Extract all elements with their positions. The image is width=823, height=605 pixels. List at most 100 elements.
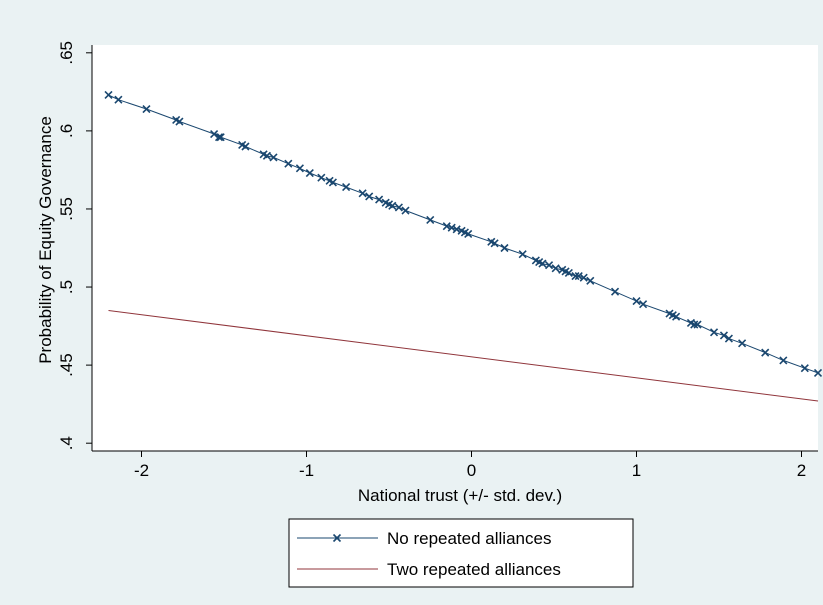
- data-point: [452, 225, 461, 234]
- data-point-stroke: [719, 331, 729, 340]
- data-point-stroke: [724, 334, 733, 343]
- data-point-stroke: [813, 368, 823, 377]
- data-point-stroke: [639, 300, 648, 309]
- data-point-stroke: [464, 229, 473, 239]
- data-point-stroke: [538, 259, 547, 268]
- data-point-stroke: [487, 237, 496, 246]
- data-point: [388, 201, 397, 210]
- data-point: [538, 259, 547, 268]
- data-point: [490, 239, 499, 248]
- data-point-stroke: [779, 356, 788, 365]
- data-point-stroke: [535, 257, 544, 267]
- data-point-stroke: [175, 117, 184, 126]
- data-point-stroke: [610, 287, 620, 296]
- data-point-stroke: [284, 159, 293, 168]
- x-tick-label: 1: [632, 461, 641, 480]
- data-point-stroke: [384, 200, 394, 209]
- data-point-stroke: [114, 95, 123, 104]
- data-point-stroke: [365, 192, 374, 201]
- data-point: [724, 334, 733, 343]
- y-tick-label: .5: [57, 280, 76, 294]
- data-point-stroke: [442, 222, 451, 231]
- data-point-stroke: [342, 183, 351, 192]
- data-point-stroke: [500, 243, 509, 253]
- data-point-stroke: [214, 133, 224, 142]
- data-point-stroke: [447, 223, 456, 232]
- data-point: [262, 151, 271, 160]
- data-point-stroke: [690, 320, 699, 329]
- data-point-stroke: [531, 256, 540, 265]
- data-point-stroke: [358, 189, 367, 198]
- data-point-stroke: [518, 250, 527, 259]
- data-point: [342, 183, 351, 192]
- data-point-stroke: [551, 264, 560, 273]
- legend: No repeated alliances Two repeated allia…: [288, 518, 634, 588]
- data-point-stroke: [665, 309, 674, 318]
- data-point: [241, 142, 250, 151]
- data-point: [269, 153, 278, 162]
- data-point-stroke: [460, 228, 469, 237]
- data-point: [639, 300, 648, 309]
- data-point-stroke: [375, 195, 384, 204]
- data-point-stroke: [738, 339, 747, 348]
- x-axis-label: National trust (+/- std. dev.): [358, 486, 562, 505]
- data-point: [464, 229, 473, 239]
- data-point-stroke: [672, 312, 681, 321]
- data-point-stroke: [571, 272, 580, 281]
- y-axis-label: Probability of Equity Governance: [36, 116, 55, 364]
- data-point-stroke: [668, 311, 677, 320]
- data-point-stroke: [104, 90, 113, 100]
- data-point: [719, 331, 729, 340]
- data-point: [104, 90, 113, 100]
- data-point-stroke: [262, 151, 271, 160]
- x-tick-label: 0: [467, 461, 476, 480]
- data-point: [551, 264, 560, 273]
- data-point: [365, 192, 374, 201]
- legend-label-no-repeated: No repeated alliances: [387, 529, 551, 548]
- data-point-stroke: [325, 176, 334, 185]
- data-point: [142, 104, 151, 114]
- data-point-stroke: [172, 115, 181, 125]
- data-point-stroke: [800, 364, 809, 373]
- x-tick-label: -1: [299, 461, 314, 480]
- data-point-stroke: [761, 348, 770, 357]
- data-point: [693, 320, 702, 329]
- data-point-stroke: [426, 215, 435, 224]
- data-point-stroke: [693, 320, 702, 329]
- data-point-stroke: [457, 226, 466, 235]
- series-line-two-repeated-alliances: [108, 310, 819, 402]
- data-point: [761, 348, 770, 357]
- y-tick-label: .45: [57, 353, 76, 377]
- data-point-stroke: [388, 201, 397, 210]
- data-point: [579, 273, 588, 282]
- data-point: [375, 195, 384, 204]
- data-point: [175, 117, 184, 126]
- data-point: [295, 164, 304, 173]
- data-point: [738, 339, 747, 348]
- data-point: [394, 203, 403, 212]
- data-point: [401, 206, 410, 215]
- y-tick-label: .4: [57, 436, 76, 450]
- data-point: [328, 178, 337, 187]
- data-point-stroke: [564, 268, 573, 278]
- data-point: [426, 215, 435, 224]
- legend-box: [288, 518, 634, 588]
- data-point: [779, 356, 788, 365]
- data-point-stroke: [558, 265, 567, 274]
- y-tick-label: .55: [57, 197, 76, 221]
- data-point: [564, 268, 573, 278]
- data-point: [358, 189, 367, 198]
- x-tick-label: -2: [134, 461, 149, 480]
- data-point-stroke: [381, 198, 390, 207]
- data-point-stroke: [328, 178, 337, 187]
- data-point: [813, 368, 823, 377]
- data-point-stroke: [241, 142, 250, 151]
- data-point-stroke: [574, 272, 583, 281]
- data-point: [610, 287, 620, 296]
- data-point-stroke: [259, 150, 268, 159]
- data-point-stroke: [295, 164, 304, 173]
- y-tick-label: .65: [57, 41, 76, 65]
- data-point-stroke: [686, 318, 696, 328]
- data-point-stroke: [216, 133, 225, 142]
